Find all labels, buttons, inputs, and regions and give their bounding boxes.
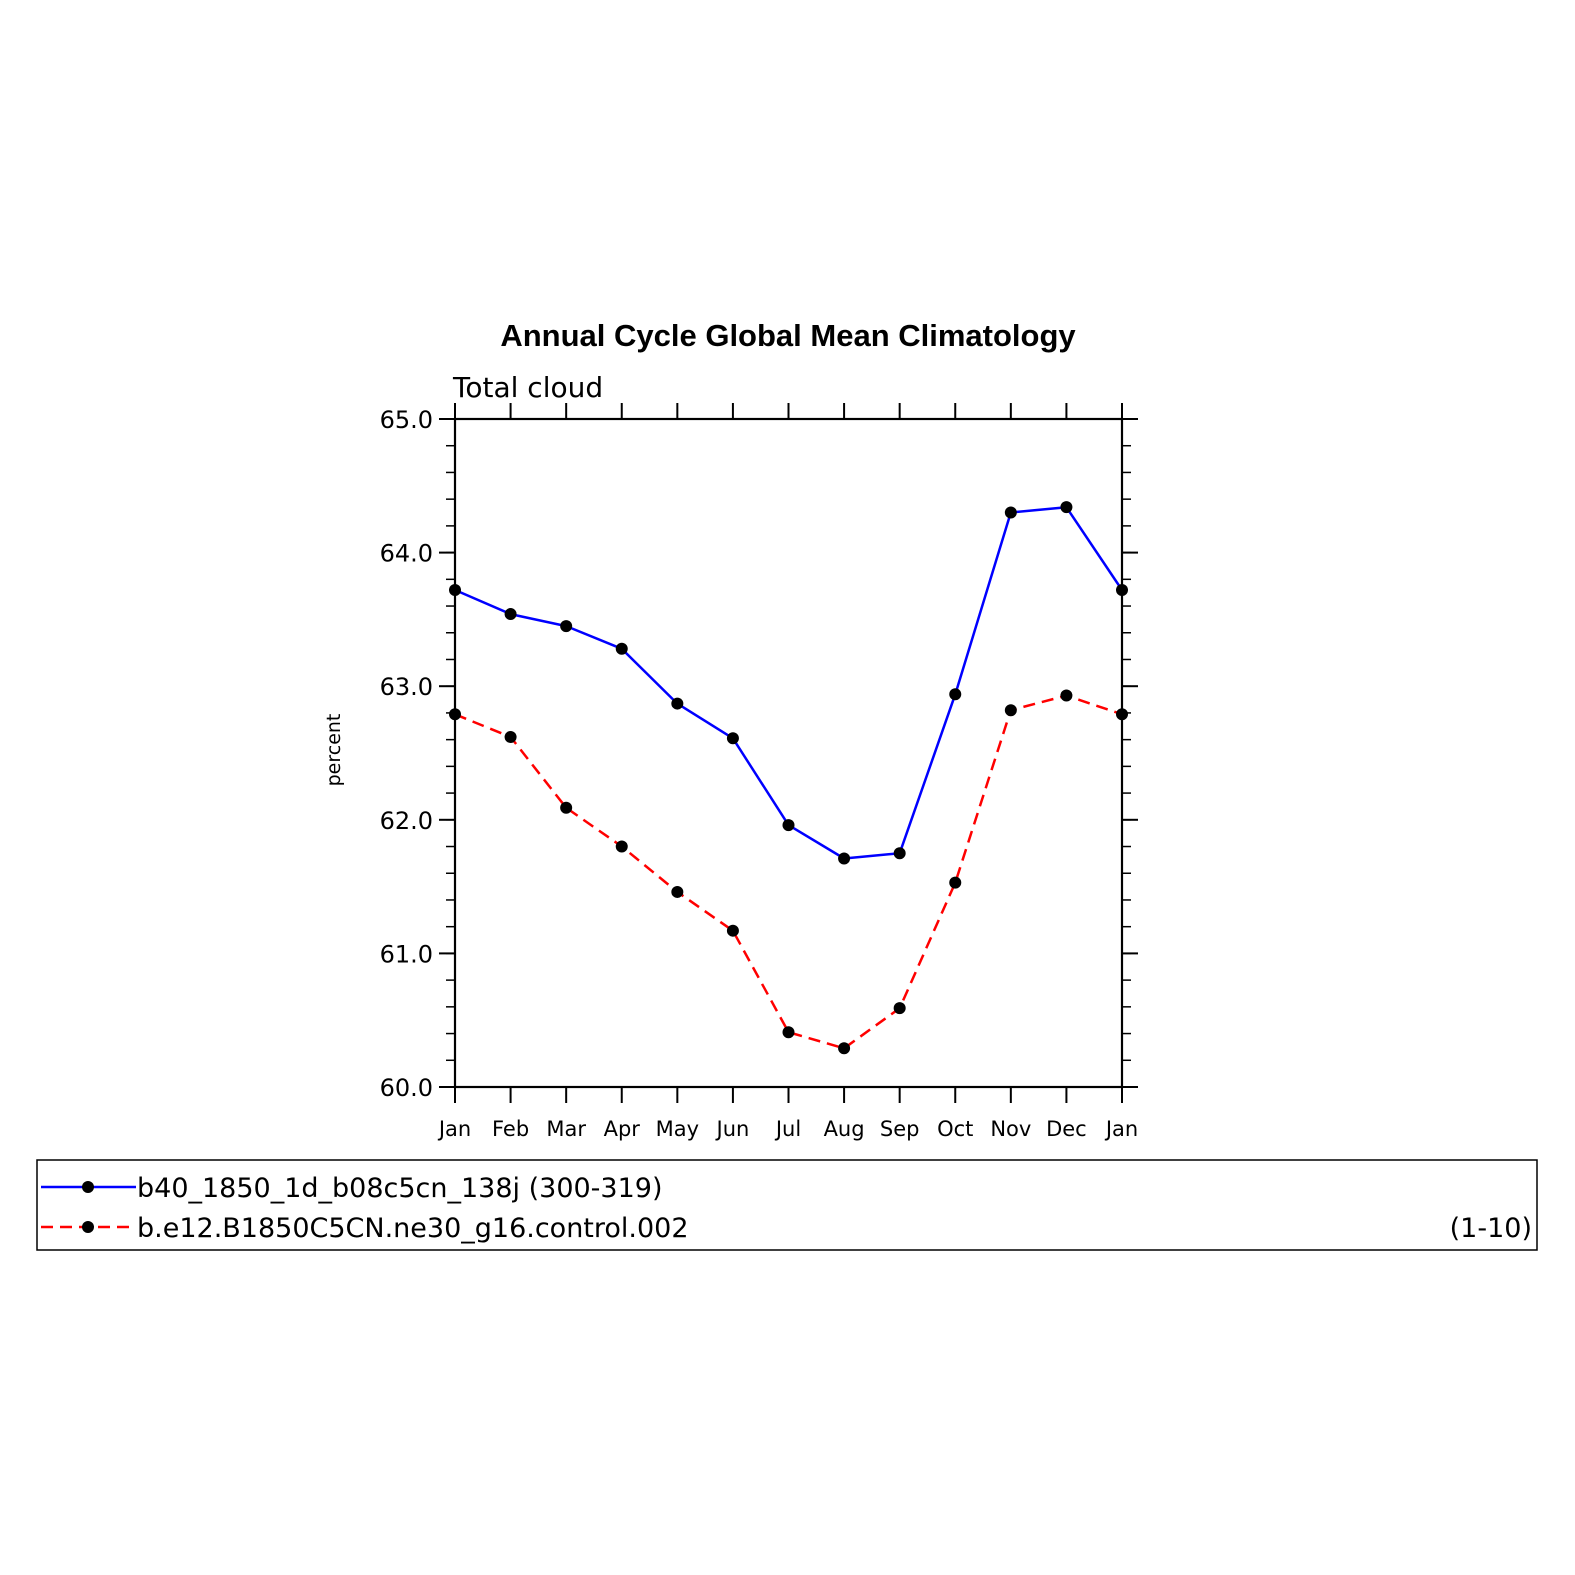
chart-subtitle: Total cloud bbox=[452, 371, 603, 404]
data-point bbox=[782, 819, 795, 832]
x-tick-label: Jan bbox=[1104, 1117, 1138, 1141]
series-line bbox=[454, 694, 1123, 1050]
series-layer bbox=[449, 501, 1128, 1055]
legend-years: (1-10) bbox=[1450, 1213, 1532, 1244]
data-point bbox=[838, 852, 851, 865]
data-point bbox=[782, 1026, 795, 1039]
x-tick-label: Aug bbox=[824, 1117, 865, 1141]
x-tick-label: Jul bbox=[774, 1117, 801, 1141]
legend-marker bbox=[82, 1181, 94, 1193]
data-point bbox=[615, 642, 628, 655]
legend-label: b40_1850_1d_b08c5cn_138j (300-319) bbox=[137, 1173, 663, 1204]
x-tick-label: Sep bbox=[880, 1117, 920, 1141]
data-point bbox=[949, 688, 962, 701]
data-point bbox=[893, 847, 906, 860]
data-point bbox=[560, 801, 573, 814]
data-point bbox=[1004, 704, 1017, 717]
x-tick-label: Jun bbox=[715, 1117, 750, 1141]
series-2 bbox=[449, 689, 1128, 1055]
legend-item: b.e12.B1850C5CN.ne30_g16.control.002 (1-1… bbox=[41, 1213, 1532, 1244]
data-point bbox=[1004, 506, 1017, 519]
y-tick-label: 64.0 bbox=[380, 540, 433, 568]
series-1 bbox=[449, 501, 1128, 865]
x-tick-label: Apr bbox=[604, 1117, 641, 1141]
x-tick-label: Feb bbox=[492, 1117, 529, 1141]
y-tick-label: 63.0 bbox=[380, 673, 433, 701]
data-point bbox=[1060, 501, 1073, 514]
y-tick-label: 61.0 bbox=[380, 940, 433, 968]
legend-box bbox=[36, 1159, 1538, 1251]
x-tick-label: Nov bbox=[990, 1117, 1031, 1141]
x-tick-label: Mar bbox=[546, 1117, 586, 1141]
data-point bbox=[449, 584, 461, 597]
data-point bbox=[1060, 689, 1073, 702]
data-point bbox=[560, 620, 573, 633]
y-tick-label: 60.0 bbox=[380, 1074, 433, 1102]
data-point bbox=[726, 732, 739, 745]
plot-frame bbox=[453, 417, 1124, 1089]
data-point bbox=[615, 840, 628, 853]
legend: b40_1850_1d_b08c5cn_138j (300-319) b.e12.… bbox=[36, 1159, 1538, 1251]
data-point bbox=[726, 924, 739, 937]
data-point bbox=[1116, 584, 1128, 597]
x-tick-label: May bbox=[656, 1117, 699, 1141]
data-point bbox=[838, 1042, 851, 1055]
data-point bbox=[1116, 708, 1128, 721]
y-tick-label: 62.0 bbox=[380, 807, 433, 835]
y-axis-label: percent bbox=[323, 714, 345, 787]
legend-item: b40_1850_1d_b08c5cn_138j (300-319) bbox=[41, 1173, 663, 1204]
data-point bbox=[671, 697, 684, 710]
x-tick-label: Jan bbox=[437, 1117, 471, 1141]
data-point bbox=[893, 1002, 906, 1015]
data-point bbox=[504, 730, 517, 743]
data-point bbox=[671, 885, 684, 898]
data-point bbox=[504, 608, 517, 621]
data-point bbox=[949, 876, 962, 889]
axes: 60.0 61.0 62.0 63.0 64.0 65.0 Jan Feb Mar Apr May J… bbox=[380, 403, 1138, 1141]
y-tick-label: 65.0 bbox=[380, 406, 433, 434]
x-tick-label: Oct bbox=[937, 1117, 973, 1141]
series-line bbox=[454, 505, 1124, 860]
data-point bbox=[449, 708, 461, 721]
legend-items: b40_1850_1d_b08c5cn_138j (300-319) b.e12.… bbox=[41, 1173, 1532, 1244]
legend-marker bbox=[82, 1221, 94, 1233]
x-tick-label: Dec bbox=[1046, 1117, 1087, 1141]
chart-title: Annual Cycle Global Mean Climatology bbox=[500, 318, 1076, 353]
legend-label: b.e12.B1850C5CN.ne30_g16.control.002 bbox=[137, 1213, 689, 1244]
